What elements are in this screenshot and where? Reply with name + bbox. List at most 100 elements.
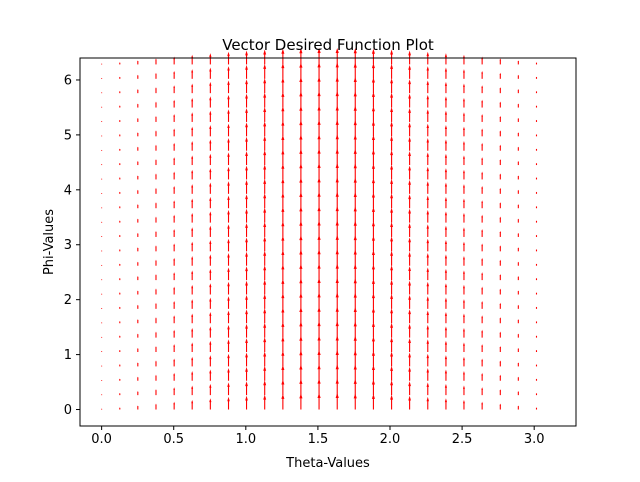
vector-arrow [119,148,121,151]
vector-arrow [263,207,267,223]
vector-arrow [463,371,465,381]
vector-arrow [371,379,375,396]
vector-arrow [245,237,248,252]
vector-arrow [426,382,430,396]
x-tick-label: 1.0 [235,432,256,447]
vector-arrow [245,151,248,166]
vector-arrow [209,67,212,79]
vector-arrow [481,286,483,295]
vector-arrow [353,192,357,209]
vector-arrow [390,365,394,381]
vector-arrow [426,195,430,209]
vector-arrow [137,304,139,309]
vector-arrow [353,364,357,381]
vector-arrow [444,182,448,194]
vector-arrow [463,313,465,324]
vector-arrow [353,62,357,79]
vector-arrow [263,150,267,166]
vector-arrow [517,276,519,281]
vector-arrow [263,308,267,324]
vector-arrow [263,135,267,151]
x-tick-label: 0.5 [163,432,184,447]
vector-arrow [353,134,357,151]
vector-arrow [317,191,321,209]
vector-arrow [173,401,175,410]
vector-arrow [245,294,248,309]
vector-arrow [173,243,175,252]
vector-arrow [101,322,103,324]
vector-arrow [535,220,538,223]
vector-arrow [191,284,194,295]
vector-arrow [335,134,339,151]
vector-arrow [245,309,248,324]
vector-arrow [317,91,321,108]
vector-arrow [155,202,157,209]
vector-arrow [390,265,394,281]
vector-arrow [517,247,519,252]
vector-arrow [317,278,321,295]
vector-arrow [137,391,139,396]
vector-arrow [463,184,465,194]
vector-arrow [173,257,175,266]
vector-arrow [444,383,448,396]
vector-arrow [408,280,411,295]
vector-arrow [101,164,103,166]
vector-arrow [101,63,103,65]
vector-arrow [481,171,483,180]
vector-arrow [408,323,411,338]
vector-arrow [371,135,375,151]
vector-arrow [317,349,321,367]
vector-arrow [155,302,157,309]
vector-arrow [227,368,230,381]
vector-arrow [335,76,339,94]
vector-arrow [317,105,321,122]
vector-arrow [101,394,103,396]
vector-arrow [191,83,194,94]
vector-arrow [463,256,465,266]
vector-arrow [119,206,121,209]
vector-arrow [245,122,248,137]
vector-arrow [299,292,303,309]
vector-arrow [209,211,212,223]
vector-arrow [499,115,501,122]
vector-arrow [499,345,501,353]
vector-arrow [227,253,230,266]
vector-arrow [408,136,411,151]
vector-arrow [517,146,519,151]
vector-arrow [281,77,285,94]
vector-arrow [463,342,465,353]
vector-arrow [517,290,519,295]
vector-arrow [119,364,121,367]
vector-arrow [119,321,121,324]
vector-arrow [137,204,139,209]
vector-arrow [101,178,103,180]
vector-arrow [317,62,321,79]
y-tick-label: 0 [64,403,72,418]
vector-arrow [535,76,538,79]
vector-arrow [101,193,103,194]
vector-arrow [263,222,267,237]
vector-arrow [137,160,139,166]
vector-arrow [481,185,483,194]
vector-arrow [173,358,175,367]
vector-arrow [101,207,103,209]
vector-arrow [444,53,448,65]
vector-arrow [463,212,465,223]
vector-arrow [119,220,121,223]
y-tick-label: 5 [64,128,72,143]
vector-arrow [408,395,411,410]
vector-arrow [191,270,194,281]
vector-arrow [463,141,465,151]
vector-arrow [390,92,394,108]
vector-arrow [481,243,483,252]
vector-arrow [426,109,430,122]
vector-arrow [535,162,538,166]
vector-arrow [119,91,121,94]
vector-arrow [119,119,121,122]
vector-arrow [155,173,157,180]
vector-arrow [335,119,339,137]
vector-arrow [263,337,267,353]
vector-arrow [335,162,339,180]
vector-arrow [463,198,465,209]
vector-arrow [444,355,448,367]
